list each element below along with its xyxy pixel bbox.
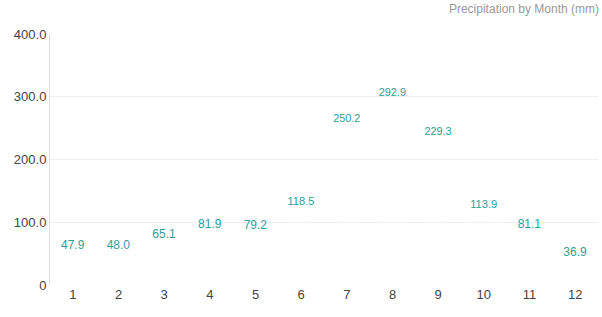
svg-text:6: 6 bbox=[298, 287, 305, 302]
svg-text:4: 4 bbox=[206, 287, 213, 302]
svg-text:11: 11 bbox=[523, 287, 537, 302]
svg-text:229.3: 229.3 bbox=[424, 125, 451, 137]
svg-text:0: 0 bbox=[39, 278, 46, 293]
svg-text:79.2: 79.2 bbox=[244, 218, 268, 232]
svg-text:8: 8 bbox=[389, 287, 396, 302]
svg-text:118.5: 118.5 bbox=[287, 195, 314, 207]
svg-text:12: 12 bbox=[568, 287, 582, 302]
svg-text:5: 5 bbox=[252, 287, 259, 302]
svg-text:47.9: 47.9 bbox=[61, 238, 85, 252]
svg-text:300.0: 300.0 bbox=[14, 89, 47, 104]
svg-text:Precipitation by Month (mm): Precipitation by Month (mm) bbox=[449, 2, 599, 16]
svg-text:36.9: 36.9 bbox=[563, 245, 587, 259]
svg-text:9: 9 bbox=[435, 287, 442, 302]
svg-text:65.1: 65.1 bbox=[152, 227, 176, 241]
svg-text:81.9: 81.9 bbox=[198, 217, 222, 231]
svg-text:200.0: 200.0 bbox=[14, 152, 47, 167]
svg-text:7: 7 bbox=[343, 287, 350, 302]
svg-text:10: 10 bbox=[477, 287, 491, 302]
svg-text:3: 3 bbox=[161, 287, 168, 302]
svg-text:400.0: 400.0 bbox=[14, 27, 47, 42]
svg-text:292.9: 292.9 bbox=[379, 86, 406, 98]
svg-text:113.9: 113.9 bbox=[470, 198, 497, 210]
svg-text:2: 2 bbox=[115, 287, 122, 302]
svg-text:100.0: 100.0 bbox=[14, 215, 47, 230]
svg-text:250.2: 250.2 bbox=[333, 112, 360, 124]
svg-text:81.1: 81.1 bbox=[518, 217, 542, 231]
svg-text:1: 1 bbox=[69, 287, 76, 302]
svg-text:48.0: 48.0 bbox=[107, 238, 131, 252]
